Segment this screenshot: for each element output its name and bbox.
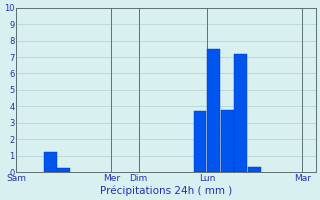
Bar [57,168,70,172]
Bar [248,167,261,172]
Bar [44,152,57,172]
Bar [207,49,220,172]
X-axis label: Précipitations 24h ( mm ): Précipitations 24h ( mm ) [100,185,232,196]
Bar [235,54,247,172]
Bar [194,111,206,172]
Bar [221,110,234,172]
